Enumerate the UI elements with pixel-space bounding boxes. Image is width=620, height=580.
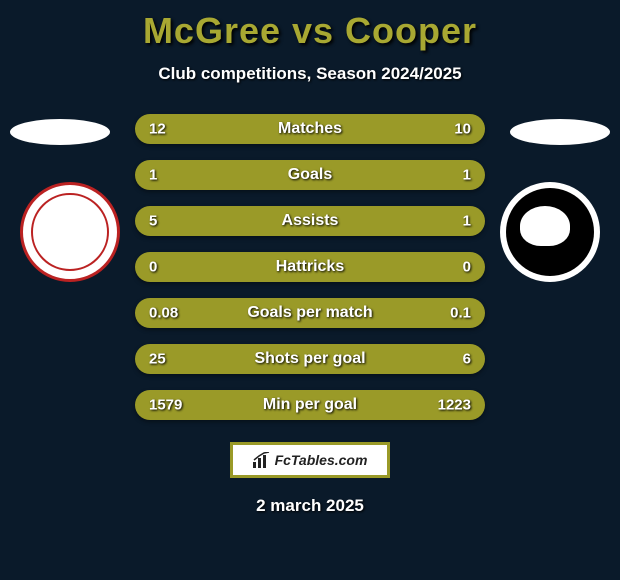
stat-value-right: 0.1 [450, 305, 471, 322]
club-badge-left [20, 182, 120, 282]
stat-value-left: 0 [149, 259, 157, 276]
stat-value-left: 0.08 [149, 305, 178, 322]
page-title: McGree vs Cooper [0, 0, 620, 52]
stat-value-left: 12 [149, 121, 166, 138]
stat-label: Goals per match [247, 304, 372, 322]
stat-value-left: 5 [149, 213, 157, 230]
flag-left-placeholder [10, 119, 110, 145]
stat-bar-hattricks: 0 Hattricks 0 [135, 252, 485, 282]
stat-bar-matches: 12 Matches 10 [135, 114, 485, 144]
club-badge-right [500, 182, 600, 282]
stat-bar-goals-per-match: 0.08 Goals per match 0.1 [135, 298, 485, 328]
stat-bar-shots-per-goal: 25 Shots per goal 6 [135, 344, 485, 374]
stat-bar-goals: 1 Goals 1 [135, 160, 485, 190]
stat-bar-assists: 5 Assists 1 [135, 206, 485, 236]
stat-label: Assists [282, 212, 339, 230]
stat-bar-min-per-goal: 1579 Min per goal 1223 [135, 390, 485, 420]
stat-label: Matches [278, 120, 342, 138]
stat-label: Shots per goal [254, 350, 365, 368]
brand-text: FcTables.com [275, 452, 368, 468]
stat-value-left: 1 [149, 167, 157, 184]
swan-icon [506, 188, 594, 276]
stat-value-right: 1223 [438, 397, 471, 414]
club-badge-left-ring [31, 193, 109, 271]
stat-value-left: 25 [149, 351, 166, 368]
stat-label: Hattricks [276, 258, 344, 276]
date-text: 2 march 2025 [0, 496, 620, 516]
stat-value-left: 1579 [149, 397, 182, 414]
stat-value-right: 0 [463, 259, 471, 276]
stat-value-right: 1 [463, 167, 471, 184]
flag-right-placeholder [510, 119, 610, 145]
stat-bars: 12 Matches 10 1 Goals 1 5 Assists 1 0 Ha… [135, 114, 485, 420]
stat-value-right: 10 [454, 121, 471, 138]
stat-label: Min per goal [263, 396, 357, 414]
stats-area: 12 Matches 10 1 Goals 1 5 Assists 1 0 Ha… [0, 114, 620, 420]
brand-badge: FcTables.com [230, 442, 390, 478]
stat-label: Goals [288, 166, 332, 184]
subtitle: Club competitions, Season 2024/2025 [0, 64, 620, 84]
stat-value-right: 6 [463, 351, 471, 368]
chart-icon [253, 452, 271, 468]
stat-value-right: 1 [463, 213, 471, 230]
